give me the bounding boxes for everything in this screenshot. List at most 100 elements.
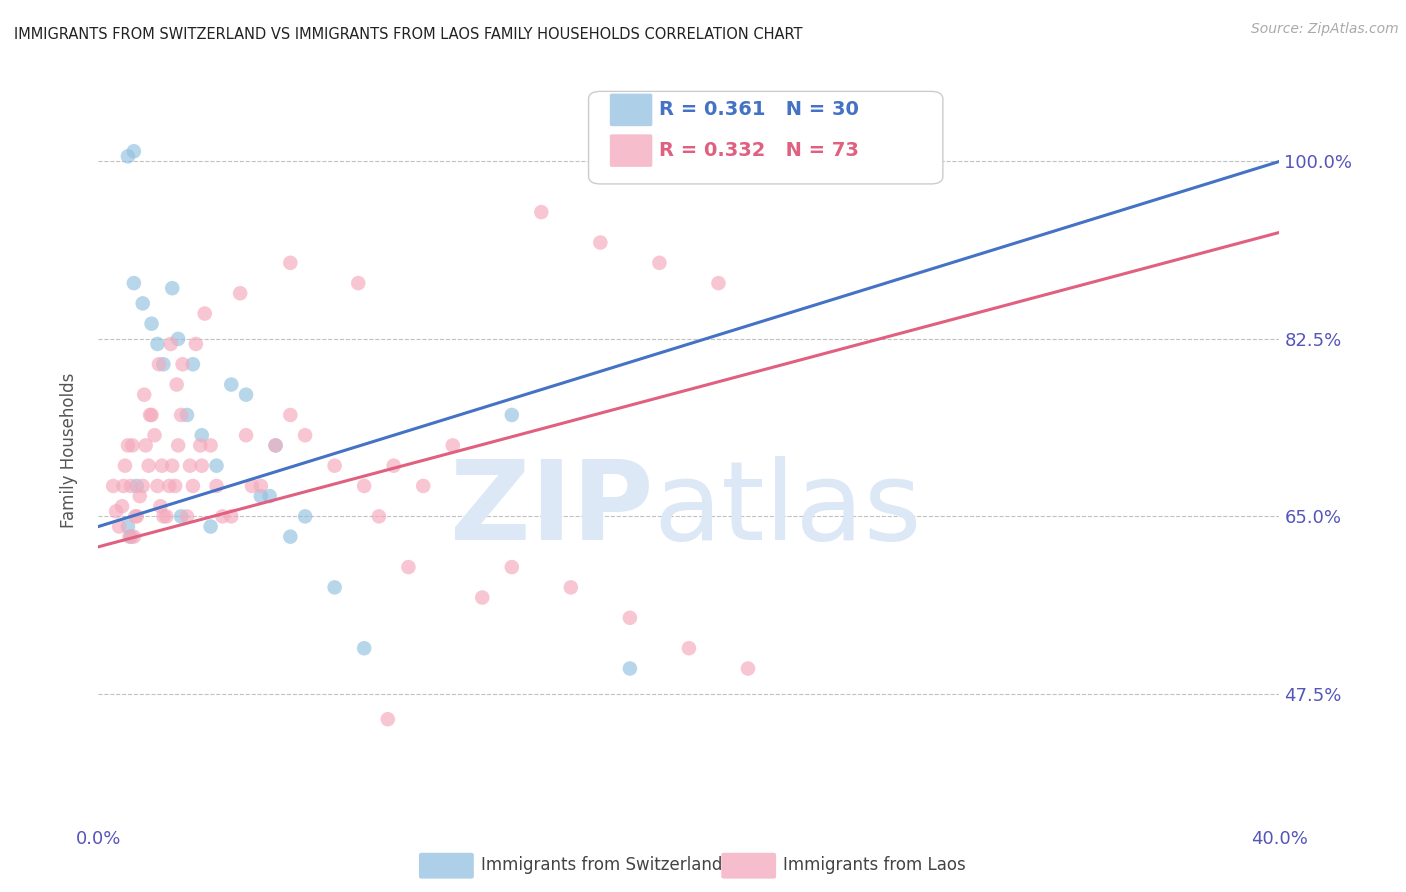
Point xyxy=(412,479,434,493)
Point xyxy=(884,149,907,163)
Point xyxy=(250,489,273,503)
Point xyxy=(648,256,671,270)
Point xyxy=(377,712,399,726)
Point xyxy=(120,530,142,544)
Point xyxy=(205,479,228,493)
Point xyxy=(205,458,228,473)
Point xyxy=(235,428,257,442)
Point xyxy=(176,408,198,422)
Point xyxy=(323,580,346,594)
Point xyxy=(181,357,204,371)
Point xyxy=(176,509,198,524)
Point xyxy=(143,428,166,442)
Text: ZIP: ZIP xyxy=(450,456,654,563)
Point xyxy=(117,438,139,452)
Point xyxy=(229,286,252,301)
Point xyxy=(250,479,273,493)
Point xyxy=(240,479,263,493)
Text: Source: ZipAtlas.com: Source: ZipAtlas.com xyxy=(1251,22,1399,37)
Point xyxy=(221,377,243,392)
Text: atlas: atlas xyxy=(654,456,922,563)
Point xyxy=(118,530,141,544)
Point xyxy=(112,479,135,493)
FancyBboxPatch shape xyxy=(589,91,943,184)
Point xyxy=(194,307,217,321)
FancyBboxPatch shape xyxy=(610,135,652,167)
Point xyxy=(294,428,316,442)
Point xyxy=(162,458,183,473)
Point xyxy=(707,276,730,290)
Y-axis label: Family Households: Family Households xyxy=(59,373,77,528)
Point xyxy=(619,611,641,625)
Point xyxy=(103,479,125,493)
Point xyxy=(162,281,183,295)
Point xyxy=(146,337,169,351)
Point xyxy=(139,408,162,422)
Point xyxy=(589,235,612,250)
Point xyxy=(122,276,145,290)
Point xyxy=(148,357,170,371)
Point xyxy=(560,580,582,594)
Point xyxy=(155,509,177,524)
Point xyxy=(146,479,169,493)
Point xyxy=(108,519,131,533)
Point xyxy=(235,387,257,401)
Point xyxy=(117,149,139,163)
Point xyxy=(179,458,201,473)
Text: R = 0.332   N = 73: R = 0.332 N = 73 xyxy=(659,141,859,161)
Point xyxy=(181,479,204,493)
Point xyxy=(264,438,287,452)
Text: Immigrants from Laos: Immigrants from Laos xyxy=(783,856,966,874)
FancyBboxPatch shape xyxy=(610,94,652,126)
Point xyxy=(280,530,302,544)
Point xyxy=(347,276,370,290)
Point xyxy=(200,438,222,452)
Point xyxy=(353,479,375,493)
Point xyxy=(117,519,139,533)
Point xyxy=(441,438,464,452)
Point xyxy=(280,256,302,270)
Point xyxy=(398,560,420,574)
Point xyxy=(191,428,214,442)
Point xyxy=(128,489,150,503)
Point xyxy=(125,509,148,524)
Point xyxy=(114,458,136,473)
Point xyxy=(122,530,145,544)
Point xyxy=(353,641,375,656)
Point xyxy=(122,145,145,159)
Point xyxy=(157,479,180,493)
Text: R = 0.361   N = 30: R = 0.361 N = 30 xyxy=(659,101,859,120)
Point xyxy=(170,408,193,422)
Text: IMMIGRANTS FROM SWITZERLAND VS IMMIGRANTS FROM LAOS FAMILY HOUSEHOLDS CORRELATIO: IMMIGRANTS FROM SWITZERLAND VS IMMIGRANT… xyxy=(14,27,803,42)
Text: Immigrants from Switzerland: Immigrants from Switzerland xyxy=(481,856,723,874)
Point xyxy=(152,509,174,524)
Point xyxy=(141,317,163,331)
Point xyxy=(132,479,155,493)
Point xyxy=(530,205,553,219)
Point xyxy=(221,509,243,524)
Point xyxy=(501,560,523,574)
Point xyxy=(501,408,523,422)
Point xyxy=(280,408,302,422)
Point xyxy=(264,438,287,452)
Point xyxy=(294,509,316,524)
Point xyxy=(259,489,281,503)
Point xyxy=(120,479,142,493)
Point xyxy=(211,509,233,524)
Point xyxy=(200,519,222,533)
Point xyxy=(124,509,146,524)
Point xyxy=(368,509,391,524)
Point xyxy=(134,387,156,401)
Point xyxy=(150,458,173,473)
Point xyxy=(105,504,128,518)
Point xyxy=(471,591,494,605)
Point xyxy=(382,458,405,473)
Point xyxy=(125,479,148,493)
Point xyxy=(167,332,190,346)
Point xyxy=(172,357,194,371)
Point xyxy=(132,296,155,310)
Point xyxy=(159,337,181,351)
Point xyxy=(188,438,211,452)
Point xyxy=(191,458,214,473)
Point xyxy=(152,357,174,371)
